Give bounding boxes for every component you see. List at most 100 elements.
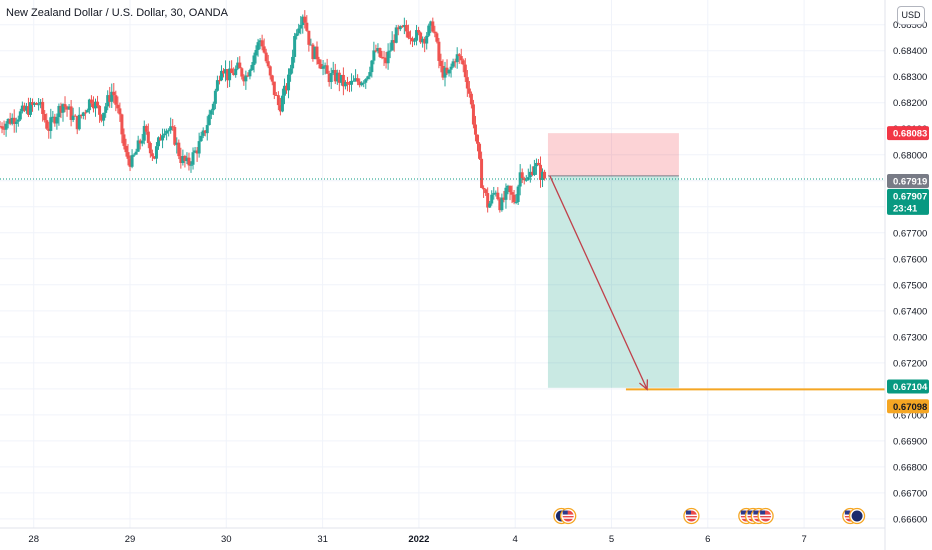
y-tick-label: 0.68200 [893, 98, 927, 109]
candle-down [108, 95, 112, 102]
candle-down [396, 27, 400, 30]
currency-button[interactable]: USD [897, 6, 925, 25]
candle-up [94, 101, 98, 109]
x-tick-label: 2022 [408, 534, 429, 545]
y-tick-label: 0.67400 [893, 306, 927, 317]
candle-down [410, 38, 414, 42]
candle-down [124, 145, 128, 153]
candle-down [520, 172, 524, 179]
candle-up [71, 115, 75, 120]
candle-up [6, 118, 10, 124]
candle-down [522, 178, 526, 181]
candle-up [49, 117, 53, 131]
candle-down [98, 105, 102, 115]
candle-down [384, 58, 388, 64]
candle-up [516, 186, 520, 202]
candle-up [136, 140, 140, 152]
candle-up [175, 142, 179, 145]
candle-up [51, 116, 55, 118]
candle-up [492, 193, 496, 195]
candle-up [256, 42, 260, 50]
candle-down [345, 82, 349, 84]
x-tick-label: 31 [317, 534, 328, 545]
candle-down [530, 171, 534, 175]
candle-down [43, 114, 47, 121]
candle-up [360, 82, 364, 86]
candle-down [177, 142, 181, 157]
flag-canton [562, 510, 568, 515]
candle-down [122, 134, 126, 146]
candle-down [457, 54, 461, 57]
candle-down [406, 31, 410, 38]
candle-up [321, 66, 325, 69]
candle-up [451, 61, 455, 67]
candle-down [128, 158, 132, 167]
candle-down [45, 120, 49, 129]
candle-up [313, 46, 317, 60]
economic-events[interactable] [553, 507, 866, 525]
candle-up [352, 80, 356, 82]
y-tick-label: 0.66800 [893, 462, 927, 473]
candle-up [167, 130, 171, 132]
candle-up [18, 111, 22, 120]
event-icon[interactable] [848, 507, 866, 525]
candle-down [484, 189, 488, 194]
candle-up [343, 82, 347, 87]
candle-down [242, 76, 246, 82]
target-line-tag: 0.67098 [893, 402, 927, 413]
candle-up [28, 102, 32, 115]
candle-up [85, 110, 89, 113]
x-axis[interactable]: 28 29 30 31 2022 4 5 6 7 [28, 534, 806, 545]
candle-down [435, 33, 439, 42]
candle-up [323, 65, 327, 67]
y-tick-label: 0.68500 [893, 20, 927, 31]
candle-up [10, 117, 14, 124]
candle-down [246, 75, 250, 77]
event-icon[interactable] [683, 507, 700, 525]
candle-down [226, 69, 230, 81]
candle-down [116, 104, 120, 109]
candle-up [224, 69, 228, 74]
candle-down [333, 70, 337, 82]
candle-up [402, 25, 406, 27]
candle-down [65, 106, 69, 110]
x-tick-label: 4 [513, 534, 518, 545]
candle-up [280, 95, 284, 112]
stop-loss-zone [547, 133, 679, 176]
candle-down [31, 102, 35, 105]
candle-up [366, 76, 370, 80]
y-tick-label: 0.67600 [893, 254, 927, 265]
flag-stripe [685, 514, 697, 516]
candle-down [91, 103, 95, 109]
candle-down [262, 46, 266, 53]
target-price-tag-bg [887, 379, 929, 394]
candle-down [260, 40, 264, 47]
candle-up [524, 179, 528, 181]
event-icon[interactable] [757, 507, 774, 525]
candle-down [148, 143, 152, 154]
candle-down [467, 88, 471, 94]
candle-down [100, 114, 104, 121]
candle-up [39, 101, 43, 105]
candle-up [55, 117, 59, 124]
candle-down [268, 66, 272, 76]
candle-down [146, 131, 150, 144]
candle-up [140, 140, 144, 144]
position-zones [547, 133, 679, 388]
candle-up [413, 40, 417, 42]
candle-down [358, 81, 362, 86]
candle-up [331, 70, 335, 74]
nz-flag-icon [851, 510, 863, 522]
flag-stripe [760, 517, 772, 519]
candle-down [417, 30, 421, 33]
candle-up [20, 105, 24, 112]
flag-canton [844, 510, 850, 515]
candle-down [482, 187, 486, 190]
candle-down [307, 30, 311, 45]
candle-down [469, 93, 473, 105]
y-tick-label: 0.68300 [893, 72, 927, 83]
event-icon[interactable] [560, 507, 577, 525]
y-tick-label: 0.67300 [893, 332, 927, 343]
candle-up [189, 164, 193, 166]
